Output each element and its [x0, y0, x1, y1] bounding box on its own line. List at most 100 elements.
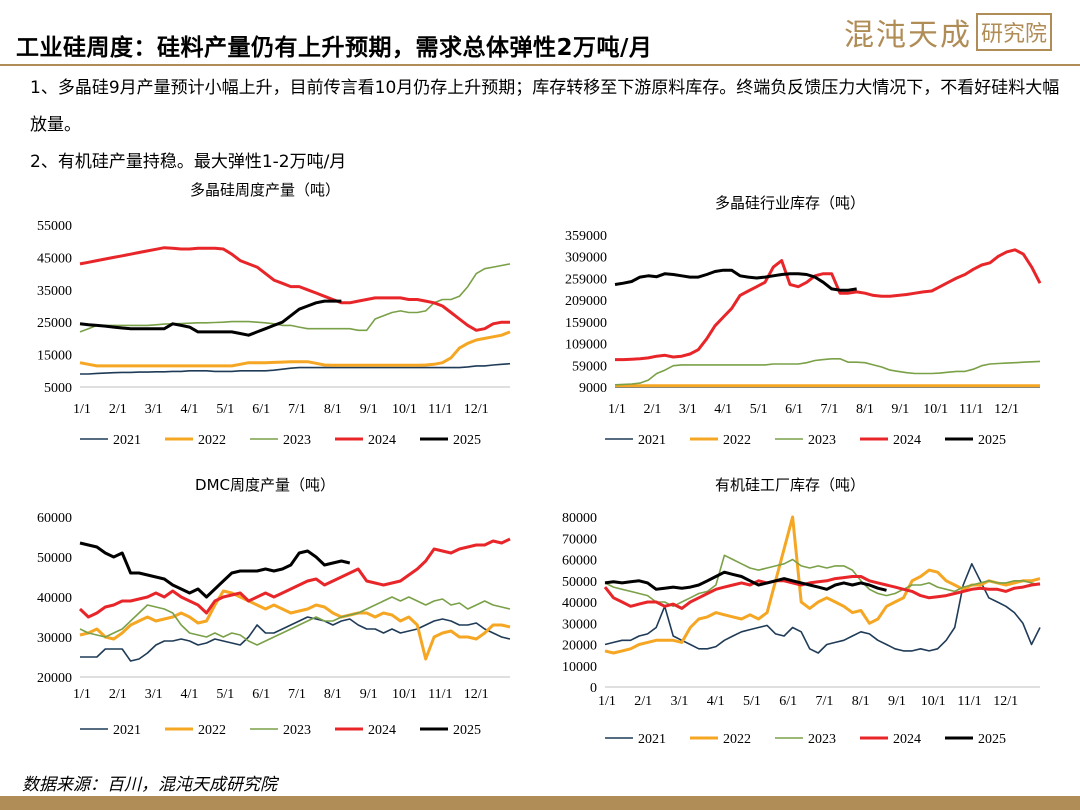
- legend-label-2022: 2022: [723, 433, 751, 448]
- y-tick-label: 45000: [37, 251, 72, 266]
- series-line-2021: [604, 563, 1041, 654]
- y-tick-label: 55000: [37, 219, 72, 234]
- y-tick-label: 109000: [565, 338, 607, 353]
- source-note: 数据来源：百川，混沌天成研究院: [22, 775, 277, 795]
- x-tick-label: 7/1: [288, 402, 306, 417]
- chart-title: 有机硅工厂库存（吨）: [715, 476, 865, 494]
- y-tick-label: 60000: [37, 511, 72, 526]
- x-tick-label: 9/1: [360, 687, 378, 702]
- x-tick-label: 8/1: [324, 402, 342, 417]
- x-tick-label: 11/1: [959, 402, 983, 417]
- legend-label-2022: 2022: [198, 723, 226, 738]
- y-tick-label: 9000: [579, 381, 607, 396]
- bullet-1: 1、多晶硅9月产量预计小幅上升，目前传言看10月仍存上升预期；库存转移至下游原料…: [30, 78, 1060, 135]
- series-line-2023: [79, 596, 511, 646]
- x-tick-label: 3/1: [145, 687, 163, 702]
- x-tick-label: 8/1: [324, 687, 342, 702]
- y-tick-label: 309000: [565, 251, 607, 266]
- x-tick-label: 12/1: [464, 687, 489, 702]
- x-tick-label: 2/1: [109, 687, 127, 702]
- y-tick-label: 15000: [37, 349, 72, 364]
- x-tick-label: 1/1: [73, 687, 91, 702]
- x-tick-label: 3/1: [671, 694, 689, 709]
- x-tick-label: 10/1: [392, 687, 417, 702]
- series-line-2025: [614, 268, 857, 292]
- x-tick-label: 4/1: [181, 402, 199, 417]
- x-tick-label: 9/1: [888, 694, 906, 709]
- x-tick-label: 4/1: [714, 402, 732, 417]
- series-line-2023: [79, 263, 511, 333]
- series-line-2025: [79, 299, 342, 337]
- series-line-2024: [615, 248, 1042, 362]
- x-tick-label: 2/1: [643, 402, 661, 417]
- y-tick-label: 5000: [44, 381, 72, 396]
- chart-polysilicon-inventory: 多晶硅行业库存（吨） 359000 309000 259000 209000 159000…: [565, 194, 1042, 448]
- legend-label-2023: 2023: [808, 433, 836, 448]
- series-line-2022: [79, 330, 511, 368]
- x-tick-label: 10/1: [921, 694, 946, 709]
- y-tick-label: 209000: [565, 294, 607, 309]
- footer-band: [0, 796, 1080, 810]
- legend-label-2023: 2023: [283, 723, 311, 738]
- series-line-2023: [604, 554, 1041, 608]
- x-tick-label: 9/1: [891, 402, 909, 417]
- legend-label-2024: 2024: [893, 732, 921, 747]
- x-tick-label: 10/1: [923, 402, 948, 417]
- legend-label-2024: 2024: [893, 433, 921, 448]
- legend-label-2025: 2025: [453, 723, 481, 738]
- x-tick-label: 5/1: [216, 687, 234, 702]
- series-line-2025: [604, 570, 887, 592]
- y-tick-label: 359000: [565, 229, 607, 244]
- legend-label-2021: 2021: [113, 723, 141, 738]
- legend-label-2021: 2021: [638, 433, 666, 448]
- y-tick-label: 159000: [565, 316, 607, 331]
- x-tick-label: 11/1: [428, 687, 452, 702]
- x-tick-label: 3/1: [679, 402, 697, 417]
- y-tick-label: 59000: [572, 359, 607, 374]
- y-tick-label: 259000: [565, 272, 607, 287]
- bullet-list: 1、多晶硅9月产量预计小幅上升，目前传言看10月仍存上升预期；库存转移至下游原料…: [30, 70, 1060, 181]
- series-line-2025: [79, 541, 351, 599]
- x-tick-label: 6/1: [785, 402, 803, 417]
- x-tick-label: 6/1: [252, 687, 270, 702]
- legend-label-2025: 2025: [453, 433, 481, 448]
- series-line-2021: [80, 616, 511, 662]
- y-tick-label: 10000: [562, 660, 597, 675]
- x-tick-label: 5/1: [216, 402, 234, 417]
- y-tick-label: 20000: [37, 671, 72, 686]
- x-tick-label: 6/1: [779, 694, 797, 709]
- x-tick-label: 8/1: [856, 402, 874, 417]
- y-tick-label: 80000: [562, 511, 597, 526]
- chart-title: 多晶硅周度产量（吨）: [190, 181, 340, 199]
- legend-label-2025: 2025: [978, 433, 1006, 448]
- x-tick-label: 2/1: [109, 402, 127, 417]
- x-tick-label: 7/1: [821, 402, 839, 417]
- x-tick-label: 11/1: [957, 694, 981, 709]
- y-tick-label: 50000: [37, 551, 72, 566]
- series-line-2022: [604, 515, 1041, 655]
- x-tick-label: 12/1: [994, 402, 1019, 417]
- series-line-2022: [79, 589, 511, 661]
- series-line-2024: [79, 246, 510, 332]
- y-tick-label: 70000: [562, 532, 597, 547]
- x-tick-label: 10/1: [392, 402, 417, 417]
- x-tick-label: 1/1: [608, 402, 626, 417]
- brand-name: 混沌天成: [844, 18, 972, 53]
- page-title: 工业硅周度：硅料产量仍有上升预期，需求总体弹性2万吨/月: [16, 35, 653, 61]
- x-tick-label: 4/1: [707, 694, 725, 709]
- legend-label-2025: 2025: [978, 732, 1006, 747]
- chart-polysilicon-output: 多晶硅周度产量（吨）550004500035000250001500050001…: [37, 181, 511, 448]
- legend-label-2022: 2022: [198, 433, 226, 448]
- x-tick-label: 12/1: [993, 694, 1018, 709]
- series-line-2024: [78, 537, 511, 619]
- x-tick-label: 5/1: [743, 694, 761, 709]
- x-tick-label: 11/1: [428, 402, 452, 417]
- y-tick-label: 35000: [37, 284, 72, 299]
- y-tick-label: 40000: [37, 591, 72, 606]
- brand-box-text: 研究院: [976, 13, 1053, 51]
- y-tick-label: 30000: [37, 631, 72, 646]
- legend-label-2024: 2024: [368, 723, 396, 738]
- series-line-2021: [80, 362, 511, 375]
- y-tick-label: 30000: [562, 617, 597, 632]
